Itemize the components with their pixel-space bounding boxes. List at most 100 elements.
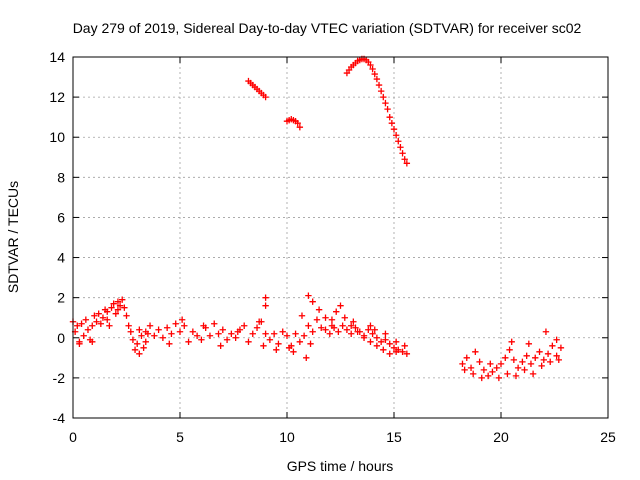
data-point (553, 352, 560, 360)
data-point (273, 346, 280, 354)
data-point (459, 360, 466, 368)
data-point (322, 326, 329, 333)
data-point (392, 348, 400, 356)
data-point (386, 340, 393, 347)
data-point (189, 328, 197, 335)
data-point (283, 332, 291, 339)
data-point (198, 336, 205, 343)
data-point (401, 156, 408, 163)
data-point (350, 318, 357, 325)
data-point (270, 330, 278, 337)
data-point (318, 324, 325, 331)
data-point (339, 322, 346, 329)
data-point (399, 150, 406, 157)
data-point (131, 346, 139, 354)
x-tick-label: 5 (176, 429, 184, 445)
x-tick-labels: 0 5 10 15 20 25 (69, 429, 616, 445)
data-point (540, 356, 547, 364)
data-point (495, 374, 503, 382)
data-point (200, 322, 207, 329)
data-point (110, 300, 117, 307)
data-point (178, 316, 186, 323)
data-point (382, 336, 389, 343)
data-point (375, 81, 383, 89)
data-point (371, 326, 378, 333)
data-point (390, 126, 398, 133)
y-tick-label: 0 (57, 330, 65, 346)
data-point (401, 342, 408, 349)
y-tick-labels: -4 -2 0 2 4 6 8 10 12 14 (49, 49, 65, 426)
data-point (480, 366, 488, 374)
data-point (484, 372, 492, 380)
data-point (373, 342, 381, 349)
data-point (285, 344, 293, 352)
data-point (296, 123, 304, 131)
data-point (116, 302, 124, 309)
data-point (461, 366, 468, 374)
data-point (478, 374, 485, 382)
data-point (262, 330, 269, 337)
data-point (303, 354, 310, 362)
y-tick-label: 8 (57, 169, 65, 185)
data-point (544, 350, 552, 358)
series-low-arc-cluster (69, 292, 565, 382)
data-point (300, 332, 308, 339)
data-point (386, 113, 393, 121)
data-point (469, 370, 477, 378)
data-point (510, 356, 518, 364)
data-point (328, 322, 336, 329)
data-point (367, 61, 374, 69)
data-point (382, 330, 389, 337)
y-tick-label: 12 (49, 89, 65, 105)
data-point (532, 354, 539, 362)
data-point (168, 330, 175, 337)
data-point (508, 338, 515, 345)
data-point (384, 105, 391, 113)
data-point (309, 298, 316, 305)
data-point (371, 70, 378, 78)
x-tick-label: 25 (600, 429, 616, 445)
data-point (555, 356, 562, 364)
data-point (223, 336, 231, 343)
data-point (525, 340, 533, 347)
data-point (104, 308, 111, 315)
data-point (136, 350, 143, 358)
data-point (380, 93, 387, 101)
data-point (377, 338, 385, 345)
y-tick-label: 4 (57, 250, 65, 266)
data-point (557, 344, 565, 352)
data-point (219, 326, 226, 333)
data-point (121, 304, 128, 311)
grid (73, 57, 608, 418)
data-point (172, 320, 179, 327)
data-point (74, 322, 81, 329)
data-point (354, 328, 361, 335)
data-point (292, 330, 299, 337)
data-point (78, 320, 85, 327)
data-point (343, 326, 351, 333)
data-point (176, 328, 184, 335)
data-point (348, 322, 355, 329)
data-point (76, 340, 83, 347)
data-point (504, 370, 511, 378)
data-point (386, 350, 393, 358)
data-point (305, 322, 312, 329)
data-point (181, 322, 188, 329)
x-tick-label: 10 (279, 429, 295, 445)
data-point (91, 312, 98, 319)
data-point (553, 336, 560, 343)
series-high-arc-1 (245, 77, 269, 101)
data-point (108, 304, 115, 311)
data-point (89, 338, 96, 345)
data-point (369, 330, 376, 337)
x-axis-label: GPS time / hours (287, 458, 394, 474)
data-point (82, 316, 90, 323)
y-tick-label: 6 (57, 209, 65, 225)
data-point (388, 119, 396, 127)
data-point (397, 144, 404, 151)
data-point (127, 328, 134, 335)
data-point (390, 344, 398, 352)
data-point (136, 326, 143, 333)
data-point (232, 334, 239, 341)
